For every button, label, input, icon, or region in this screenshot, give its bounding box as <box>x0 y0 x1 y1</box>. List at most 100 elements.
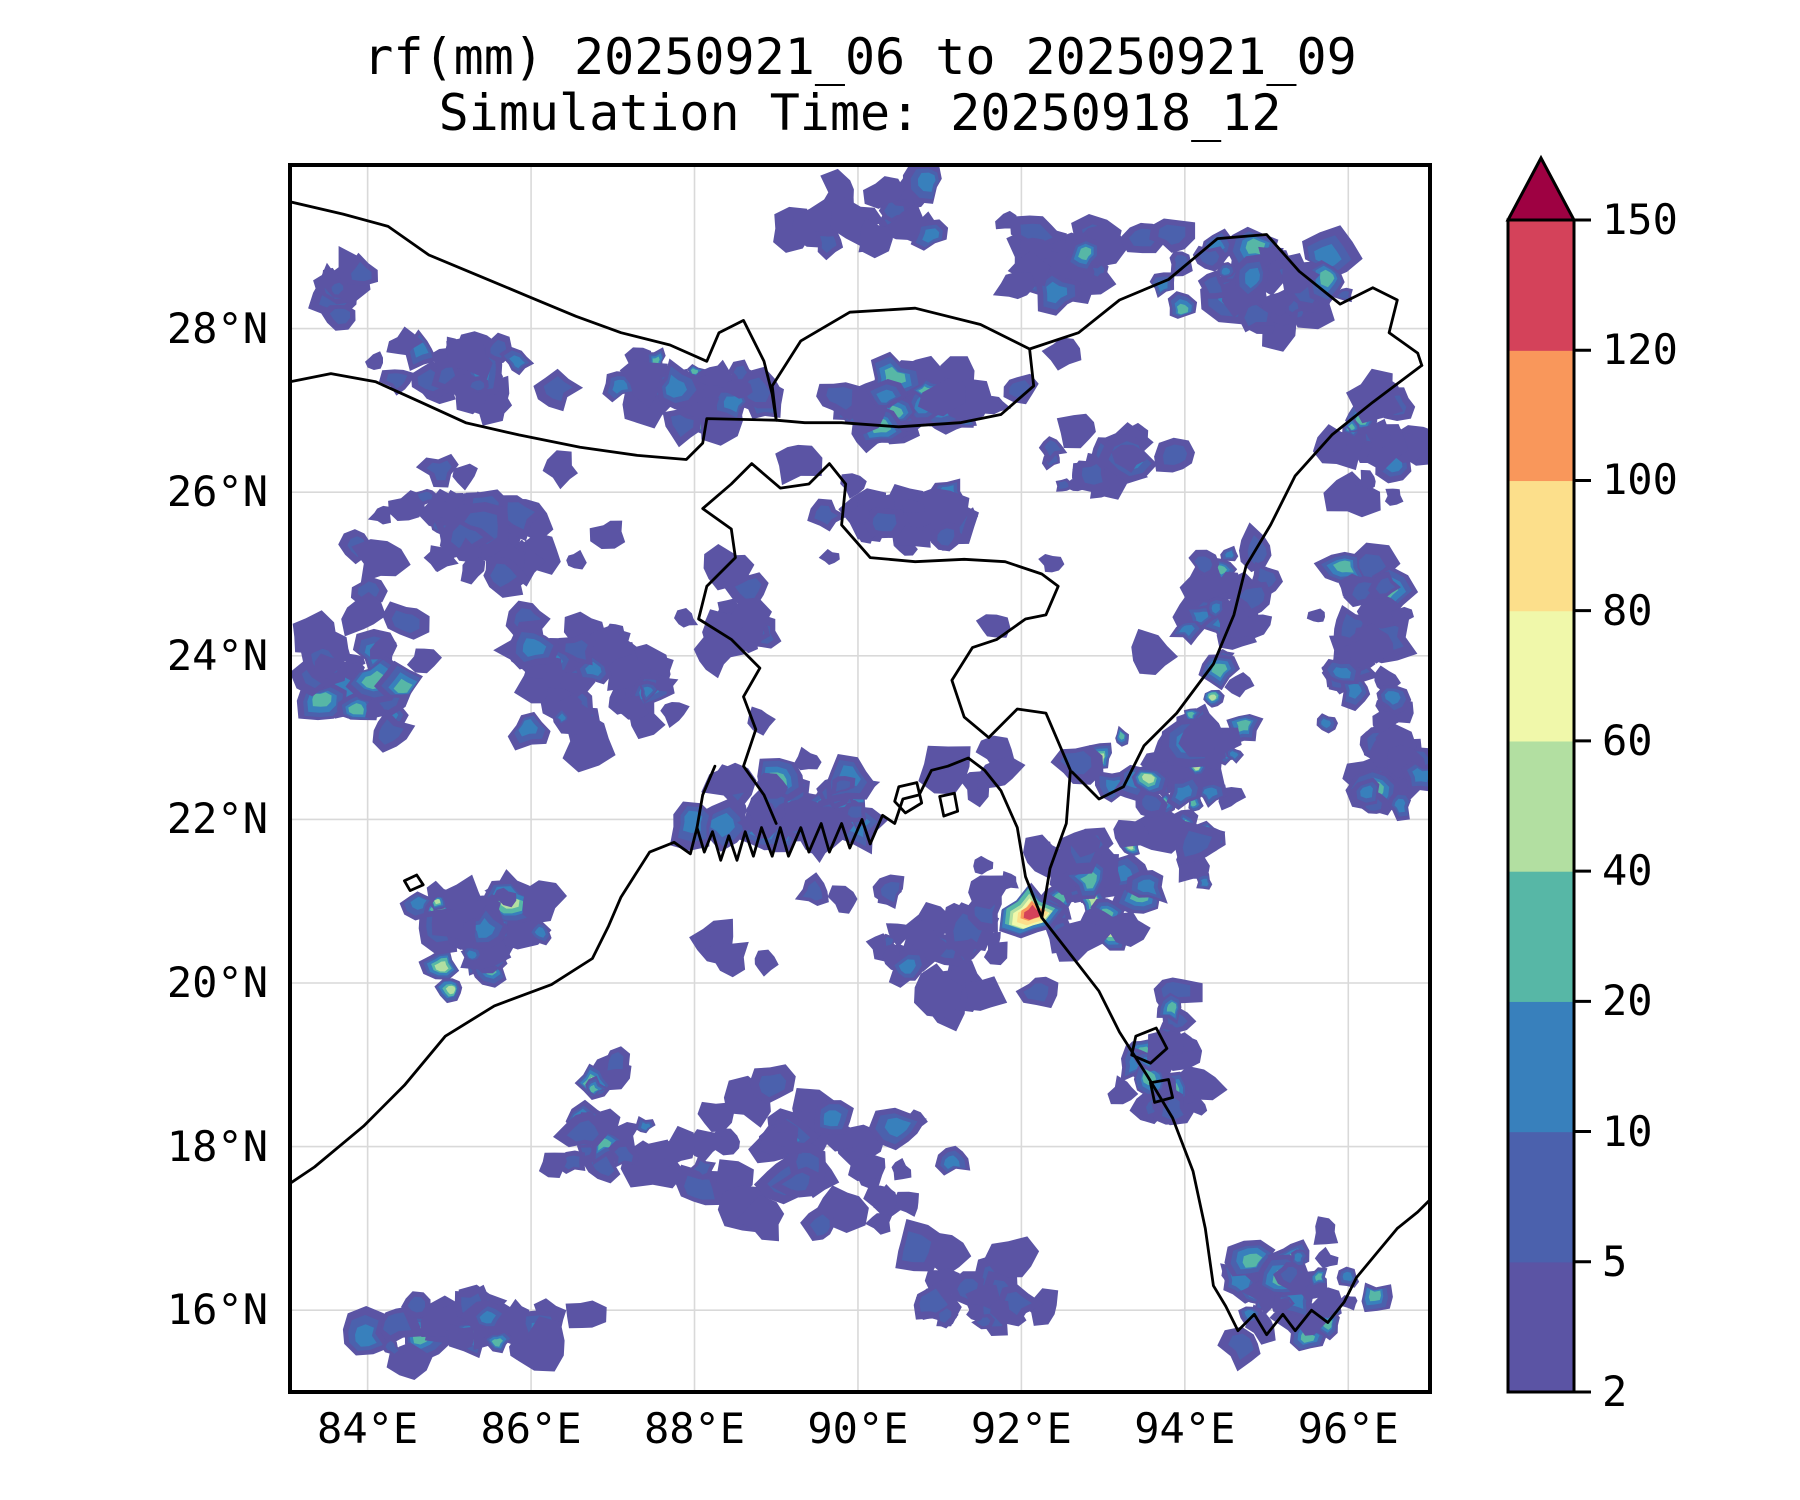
rain-cell <box>509 355 525 369</box>
rain-cell <box>1166 1001 1177 1014</box>
island-cheduba <box>1149 1078 1174 1104</box>
rain-cell <box>914 963 963 1019</box>
y-tick-label: 28°N <box>166 303 268 353</box>
rain-cell <box>1272 1295 1291 1311</box>
rain-cell <box>937 528 955 546</box>
rain-cell <box>1412 768 1430 783</box>
rain-cell <box>314 653 341 680</box>
rain-cell <box>823 1110 842 1127</box>
rain-cell <box>983 940 1008 966</box>
rain-cell <box>429 545 459 573</box>
rain-cell <box>734 578 762 599</box>
rain-cell <box>901 1231 932 1263</box>
rain-cell <box>884 200 905 219</box>
rain-cell <box>1394 798 1406 813</box>
rain-cell <box>491 1338 503 1347</box>
colorbar-tick-label: 150 <box>1602 195 1678 244</box>
rain-cell <box>693 1160 711 1175</box>
rain-cell <box>1194 556 1213 573</box>
rain-cell <box>922 228 940 243</box>
rain-cell <box>448 1324 475 1351</box>
rain-cell <box>1348 423 1355 430</box>
rain-cell <box>1321 718 1331 728</box>
rain-cell <box>445 985 456 995</box>
plot-title: rf(mm) 20250921_06 to 20250921_09 <box>363 28 1357 86</box>
rain-cell <box>341 591 387 637</box>
rain-cell <box>697 1101 735 1132</box>
colorbar-segment <box>1508 350 1574 482</box>
rain-cell <box>1258 246 1281 267</box>
rain-cell <box>884 1117 911 1138</box>
rain-cell <box>1201 878 1209 887</box>
rain-cell <box>975 614 1011 638</box>
rain-cell <box>565 1300 607 1329</box>
rain-cell <box>1211 603 1220 614</box>
rain-cell <box>1352 582 1375 601</box>
rain-cell <box>1342 1271 1353 1282</box>
x-tick-label: 84°E <box>317 1404 419 1453</box>
rain-cell <box>393 678 413 693</box>
rain-cell <box>1044 440 1062 457</box>
rain-cell <box>1185 1096 1208 1116</box>
rain-cell <box>827 885 858 914</box>
rain-cell <box>865 1213 893 1235</box>
rain-cell <box>655 676 679 692</box>
rain-cell <box>820 235 837 253</box>
rain-cell <box>1111 444 1147 473</box>
rain-cell <box>522 638 547 657</box>
rain-cell <box>1113 819 1149 848</box>
rain-cell <box>1355 469 1376 490</box>
rain-cell <box>973 855 994 875</box>
rain-cell <box>479 1310 496 1324</box>
rain-cell <box>434 961 449 972</box>
rain-cell <box>863 1185 898 1215</box>
rain-cell <box>1313 1216 1339 1245</box>
rain-cell <box>723 395 743 413</box>
rain-cell <box>1224 672 1255 698</box>
rain-cell <box>643 686 654 698</box>
rain-cell <box>1391 606 1414 630</box>
rain-cell <box>1187 711 1195 719</box>
plot-subtitle: Simulation Time: 20250918_12 <box>438 84 1282 142</box>
rain-cell <box>355 1324 377 1347</box>
rain-cell <box>357 581 380 599</box>
colorbar-over-arrow <box>1505 154 1577 222</box>
rain-cell <box>674 608 699 628</box>
rain-cell <box>1333 560 1354 573</box>
rain-cell <box>1228 1333 1254 1360</box>
colorbar-tick-label: 10 <box>1602 1106 1653 1156</box>
rain-cell <box>1328 431 1347 453</box>
rain-cell <box>1211 663 1228 678</box>
rain-cell <box>1092 265 1105 277</box>
rain-cell <box>876 389 896 403</box>
rain-cell <box>1360 785 1373 799</box>
rain-cell <box>723 379 753 399</box>
rain-cell <box>898 959 916 974</box>
rain-cell <box>614 1146 633 1164</box>
rain-cell <box>847 806 862 818</box>
rain-cell <box>1162 444 1188 465</box>
rain-cell <box>1372 431 1391 450</box>
rain-cell <box>893 1191 919 1217</box>
rain-cell <box>331 282 344 295</box>
rain-cell <box>1023 983 1049 1002</box>
rain-cell <box>849 504 870 524</box>
rain-cell <box>490 563 517 588</box>
rain-cell <box>1280 1266 1297 1284</box>
rain-cell <box>1221 267 1231 275</box>
rain-cell <box>1341 613 1364 638</box>
rain-cell <box>460 556 486 585</box>
rain-cell <box>964 976 1008 1011</box>
coastlines-and-borders <box>290 200 1430 1337</box>
x-tick-label: 88°E <box>643 1404 746 1453</box>
rain-cell <box>607 1052 624 1071</box>
rain-cell <box>446 335 493 380</box>
rain-cell <box>378 719 404 745</box>
rain-cell <box>1229 751 1239 759</box>
rain-cell <box>1315 1273 1323 1281</box>
rain-cell <box>329 308 351 325</box>
rain-cell <box>1242 1253 1263 1268</box>
rain-cell <box>665 374 687 398</box>
rain-cell <box>1158 224 1186 245</box>
